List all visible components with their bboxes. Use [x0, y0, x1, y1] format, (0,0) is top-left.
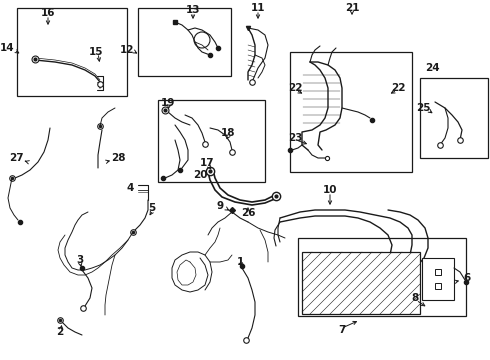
- Text: 8: 8: [412, 293, 418, 303]
- Text: 14: 14: [0, 43, 14, 53]
- Text: 5: 5: [148, 203, 156, 213]
- Text: 16: 16: [41, 8, 55, 18]
- Text: 13: 13: [186, 5, 200, 15]
- Text: 24: 24: [425, 63, 440, 73]
- Bar: [138, 8, 231, 76]
- Bar: [422, 258, 454, 300]
- Text: 22: 22: [391, 83, 405, 93]
- Text: 28: 28: [111, 153, 125, 163]
- Text: 26: 26: [241, 208, 255, 218]
- Text: 23: 23: [288, 133, 302, 143]
- Text: 11: 11: [251, 3, 265, 13]
- Text: 19: 19: [161, 98, 175, 108]
- Text: 3: 3: [76, 255, 84, 265]
- Text: 22: 22: [288, 83, 302, 93]
- Bar: [17, 8, 127, 96]
- Bar: [158, 100, 265, 182]
- Text: 21: 21: [345, 3, 359, 13]
- Bar: [420, 78, 488, 158]
- Text: 20: 20: [193, 170, 207, 180]
- Text: 18: 18: [221, 128, 235, 138]
- Text: 17: 17: [200, 158, 214, 168]
- Text: 6: 6: [464, 273, 470, 283]
- Text: 4: 4: [126, 183, 134, 193]
- Text: 10: 10: [323, 185, 337, 195]
- Text: 25: 25: [416, 103, 430, 113]
- Text: 1: 1: [236, 257, 244, 267]
- Text: 15: 15: [89, 47, 103, 57]
- Text: 2: 2: [56, 327, 64, 337]
- Text: 12: 12: [120, 45, 134, 55]
- Text: 9: 9: [217, 201, 223, 211]
- Text: 27: 27: [9, 153, 24, 163]
- Text: 7: 7: [338, 325, 345, 335]
- Bar: [290, 52, 412, 172]
- Bar: [302, 252, 420, 314]
- Bar: [298, 238, 466, 316]
